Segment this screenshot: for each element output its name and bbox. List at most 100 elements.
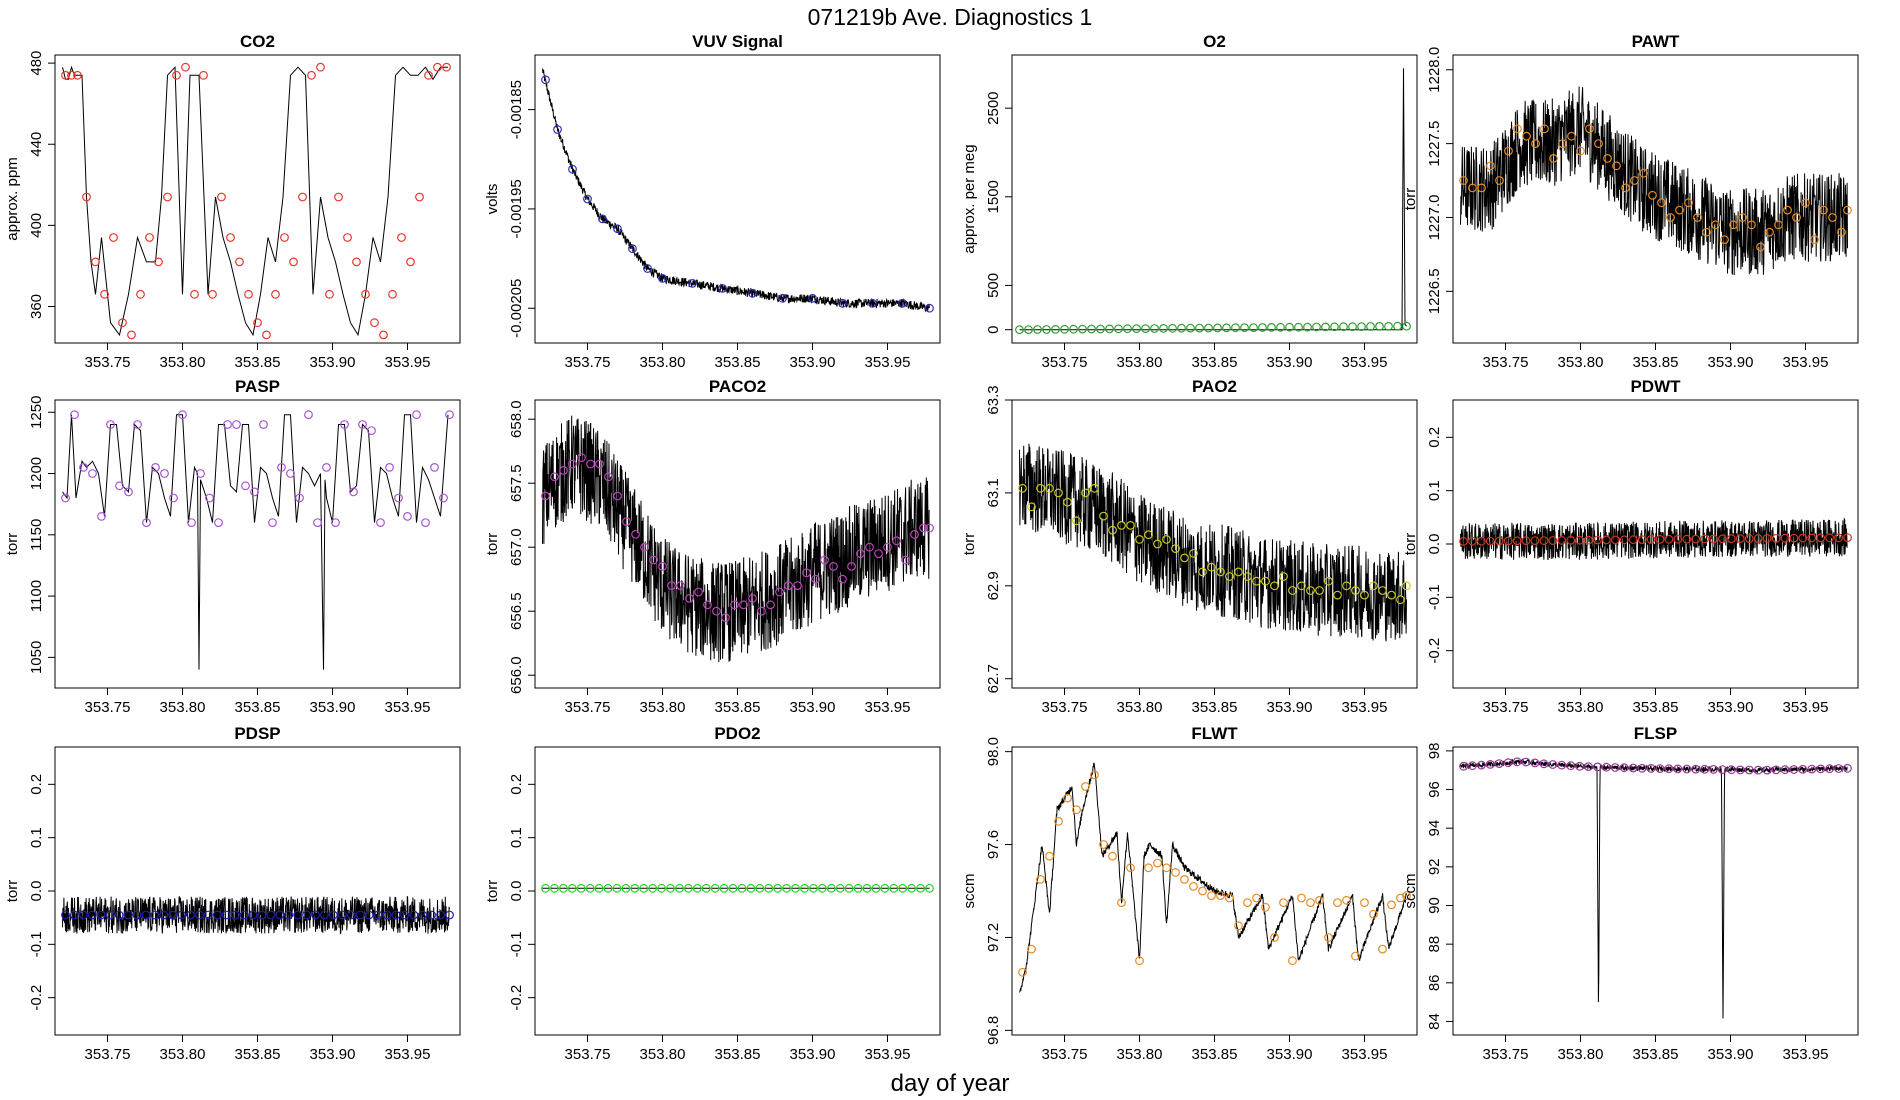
average-point (701, 883, 711, 893)
data-layer (541, 415, 934, 663)
average-point (391, 910, 401, 920)
x-tick-label: 353.80 (640, 699, 686, 716)
average-point (311, 910, 320, 920)
average-point (766, 600, 775, 610)
average-point (205, 493, 214, 503)
average-point (1673, 764, 1683, 774)
average-point (1078, 324, 1087, 334)
average-point (739, 600, 748, 610)
average-point (1603, 153, 1612, 163)
average-point (1207, 891, 1216, 900)
data-layer (1459, 757, 1852, 1019)
x-tick-label: 353.90 (790, 1046, 836, 1063)
x-tick-label: 353.95 (865, 354, 911, 371)
average-point (919, 523, 928, 533)
average-point (666, 883, 675, 893)
average-point (1213, 323, 1222, 333)
average-point (178, 410, 187, 420)
average-point (141, 910, 151, 920)
average-point (1069, 324, 1078, 334)
y-tick-label: 480 (28, 51, 45, 76)
average-point (1700, 764, 1709, 774)
y-axis-label: approx. per meg (961, 144, 978, 253)
average-point (418, 910, 428, 920)
average-point (598, 214, 607, 224)
x-tick-label: 353.85 (235, 354, 281, 371)
average-point (712, 606, 721, 616)
average-point (1709, 534, 1718, 544)
average-point (1834, 764, 1843, 773)
average-point (576, 883, 586, 893)
average-point (1171, 868, 1180, 877)
average-point (379, 330, 388, 340)
average-point (1664, 534, 1674, 544)
average-point (412, 410, 421, 420)
average-point (1153, 539, 1162, 549)
y-tick-label: -0.00195 (508, 179, 525, 238)
average-point (61, 70, 70, 80)
average-point (1718, 765, 1727, 774)
average-point (1360, 590, 1369, 600)
average-point (1051, 325, 1060, 334)
x-tick-label: 353.80 (1558, 699, 1604, 716)
x-tick-label: 353.95 (865, 1046, 911, 1063)
average-point (1774, 220, 1783, 230)
average-point (612, 883, 622, 893)
x-tick-label: 353.75 (85, 1046, 131, 1063)
average-point (1249, 323, 1258, 333)
panel-title: PDSP (234, 724, 280, 743)
average-point (1402, 321, 1411, 331)
y-tick-label: 0.0 (28, 881, 45, 902)
average-point (187, 518, 196, 527)
average-point (244, 289, 253, 299)
x-tick-label: 353.85 (715, 1046, 761, 1063)
x-tick-label: 353.90 (1267, 354, 1313, 371)
average-point (1522, 131, 1531, 141)
panel-paco2: PACO2 353.75 353.80 353.85 353.90 353.95 656.0… (484, 377, 941, 716)
average-point (1225, 893, 1234, 903)
average-point (1324, 933, 1333, 942)
y-tick-label: 98 (1426, 743, 1443, 760)
data-layer (61, 410, 454, 670)
average-point (1610, 763, 1620, 772)
x-tick-label: 353.90 (310, 354, 356, 371)
average-point (757, 606, 766, 616)
average-point (1072, 805, 1081, 815)
average-point (1521, 757, 1531, 767)
x-tick-label: 353.95 (385, 699, 431, 716)
average-point (439, 493, 448, 503)
x-tick-label: 353.95 (1342, 699, 1388, 716)
average-point (1285, 322, 1294, 332)
average-point (667, 581, 676, 590)
average-point (1081, 782, 1090, 791)
average-point (773, 883, 783, 893)
average-point (87, 910, 97, 920)
average-point (688, 279, 697, 288)
average-point (541, 491, 550, 501)
average-point (235, 257, 244, 267)
average-point (397, 233, 406, 242)
average-point (1621, 183, 1630, 193)
average-point (675, 883, 684, 893)
average-point (1123, 324, 1132, 334)
average-point (250, 487, 259, 497)
average-point (186, 910, 195, 920)
average-point (1530, 758, 1540, 768)
average-point (1843, 205, 1852, 215)
average-point (1646, 764, 1656, 773)
average-point (1503, 758, 1513, 768)
average-point (1637, 535, 1647, 544)
average-point (1789, 533, 1799, 543)
average-point (862, 883, 872, 893)
x-tick-label: 353.95 (1342, 354, 1388, 371)
average-point (1171, 544, 1180, 553)
x-tick-label: 353.95 (865, 699, 911, 716)
y-axis-label: torr (961, 533, 978, 556)
average-point (1771, 765, 1781, 775)
average-point (1312, 322, 1321, 332)
average-point (648, 883, 658, 893)
average-point (403, 512, 412, 521)
y-tick-label: 1200 (28, 457, 45, 490)
average-point (385, 463, 394, 472)
data-layer (541, 68, 934, 313)
